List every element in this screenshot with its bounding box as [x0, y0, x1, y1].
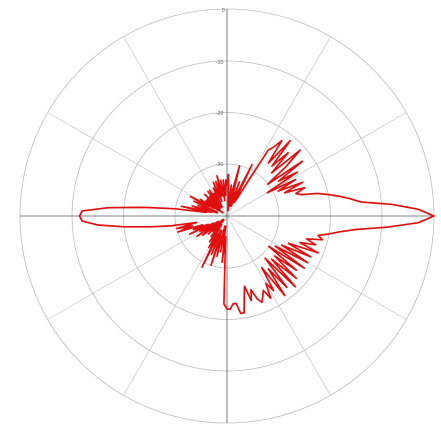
tick-label-0: 0	[222, 8, 225, 14]
grid-spoke	[123, 36, 228, 217]
tick-label-minus-20: -20	[216, 111, 223, 117]
series-line-0	[78, 139, 435, 315]
grid-spoke	[226, 215, 407, 320]
polar-grid	[19, 8, 435, 424]
grid-spoke	[47, 215, 228, 320]
grid-spoke	[226, 215, 331, 396]
tick-label-minus-30: -30	[216, 162, 223, 168]
grid-spoke	[226, 112, 407, 217]
series-layer	[78, 139, 435, 315]
grid-spoke	[47, 112, 228, 217]
radial-tick-labels: 0 -10 -20 -30	[216, 8, 225, 168]
tick-label-minus-10: -10	[216, 60, 223, 66]
